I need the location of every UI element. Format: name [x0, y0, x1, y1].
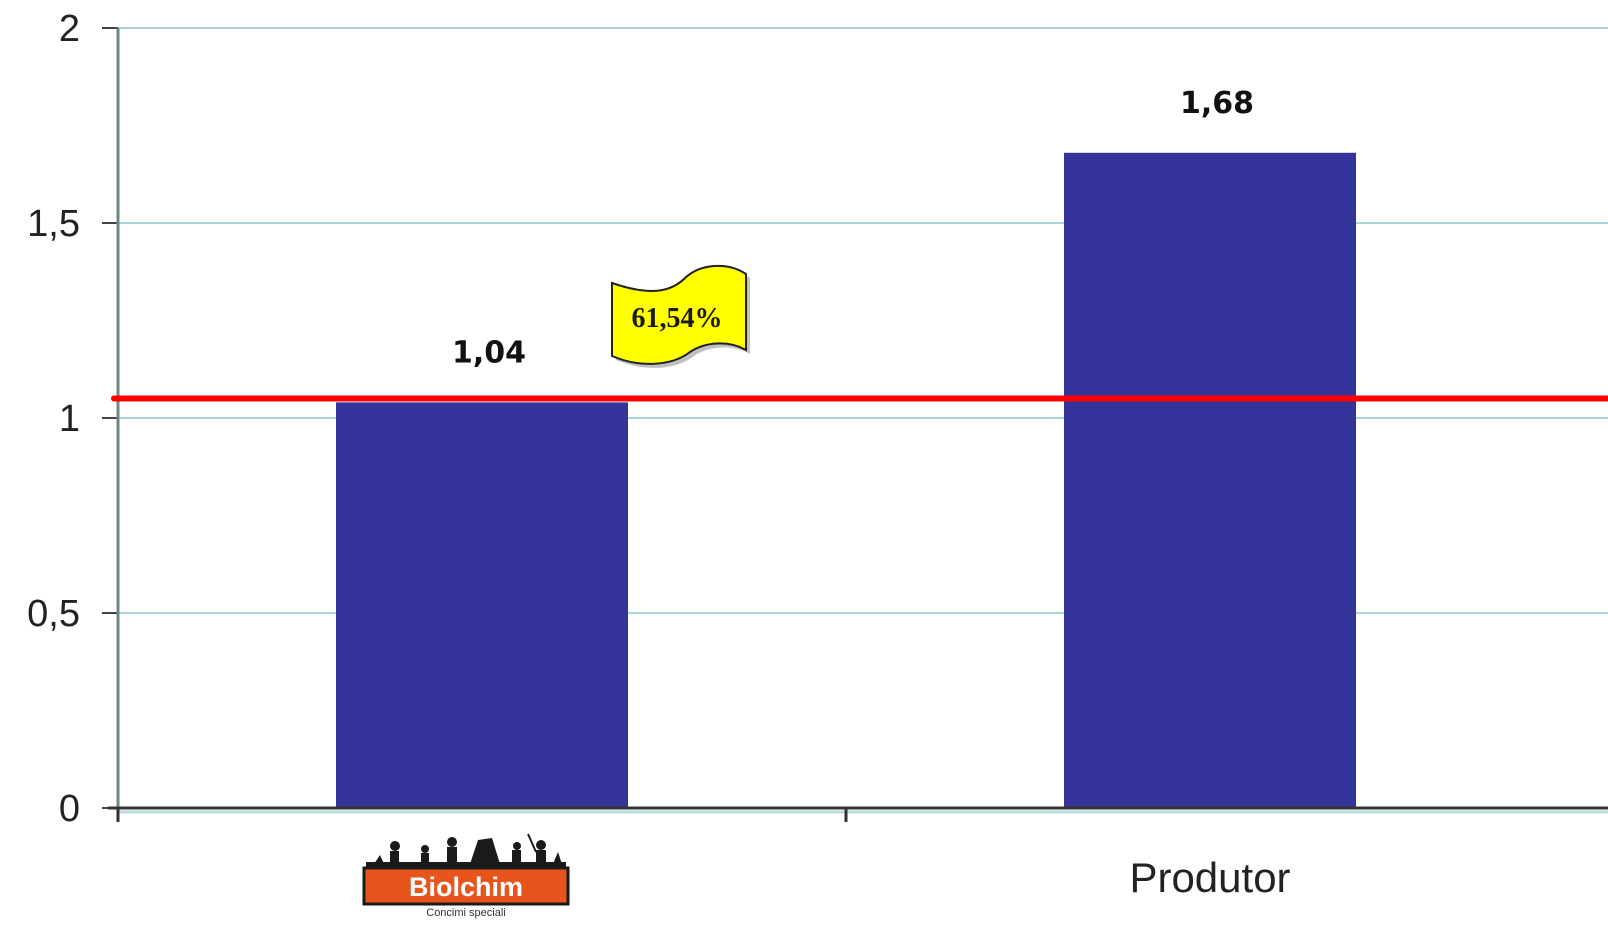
category-label-produtor: Produtor [1129, 854, 1290, 901]
logo-wordmark: Biolchim [409, 872, 523, 902]
logo-frame [362, 866, 570, 906]
bars [336, 152, 1356, 809]
biolchim-logo: Biolchim Concimi speciali [362, 833, 570, 919]
farmers-silhouette-icon [366, 833, 566, 868]
y-tick-label: 1 [59, 398, 80, 440]
data-label: 1,04 [452, 335, 526, 370]
percentage-callout: 61,54% [611, 264, 750, 368]
bar-biolchim [336, 402, 628, 808]
axes [108, 28, 1608, 822]
data-label: 1,68 [1180, 86, 1254, 121]
y-tick-label: 0,5 [27, 593, 80, 635]
data-labels: 1,04 1,68 [452, 86, 1254, 371]
callout-label: 61,54% [632, 303, 723, 334]
y-axis-ticks: 0 0,5 1 1,5 2 [27, 8, 118, 830]
y-tick-label: 0 [59, 788, 80, 830]
logo-tagline: Concimi speciali [426, 907, 505, 919]
bar-produtor [1064, 152, 1356, 809]
callout-banner [611, 264, 747, 365]
y-tick-label: 2 [59, 8, 80, 50]
y-tick-label: 1,5 [27, 203, 80, 245]
